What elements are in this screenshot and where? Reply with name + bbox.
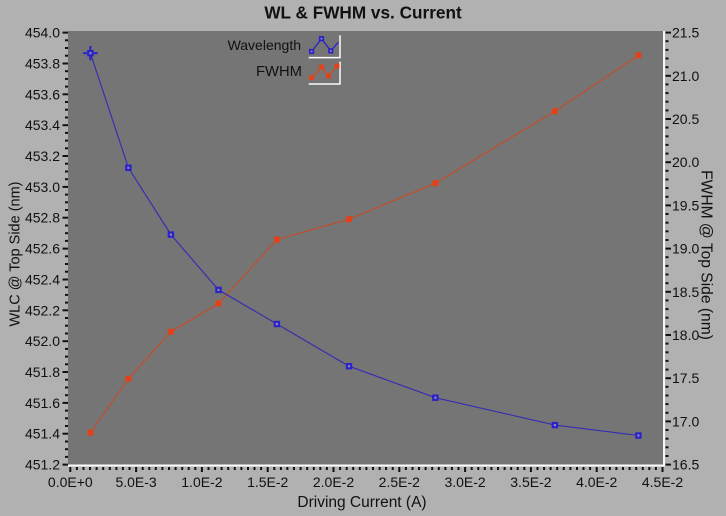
svg-text:451.2: 451.2 <box>25 457 60 473</box>
svg-text:21.0: 21.0 <box>672 68 699 84</box>
svg-text:FWHM @ Top Side (nm): FWHM @ Top Side (nm) <box>698 170 715 340</box>
svg-text:19.0: 19.0 <box>672 241 699 257</box>
svg-text:451.6: 451.6 <box>25 395 60 411</box>
svg-text:453.8: 453.8 <box>25 56 60 72</box>
svg-text:Driving Current (A): Driving Current (A) <box>297 494 426 511</box>
svg-text:FWHM: FWHM <box>256 64 302 80</box>
svg-text:452.4: 452.4 <box>25 272 60 288</box>
svg-text:454.0: 454.0 <box>25 25 60 41</box>
svg-text:2.5E-2: 2.5E-2 <box>379 474 420 490</box>
svg-text:16.5: 16.5 <box>672 457 699 473</box>
svg-text:2.0E-2: 2.0E-2 <box>313 474 354 490</box>
svg-text:WL & FWHM vs. Current: WL & FWHM vs. Current <box>264 3 462 23</box>
svg-text:5.0E-3: 5.0E-3 <box>115 474 156 490</box>
svg-text:4.5E-2: 4.5E-2 <box>642 474 683 490</box>
svg-text:17.0: 17.0 <box>672 413 699 429</box>
svg-text:18.5: 18.5 <box>672 284 699 300</box>
svg-text:452.8: 452.8 <box>25 210 60 226</box>
svg-text:453.4: 453.4 <box>25 117 60 133</box>
svg-text:3.5E-2: 3.5E-2 <box>510 474 551 490</box>
svg-text:1.5E-2: 1.5E-2 <box>247 474 288 490</box>
svg-text:452.6: 452.6 <box>25 241 60 257</box>
svg-text:21.5: 21.5 <box>672 25 699 41</box>
svg-text:1.0E-2: 1.0E-2 <box>181 474 222 490</box>
svg-text:20.5: 20.5 <box>672 111 699 127</box>
svg-text:453.6: 453.6 <box>25 86 60 102</box>
svg-text:451.8: 451.8 <box>25 364 60 380</box>
svg-text:453.0: 453.0 <box>25 179 60 195</box>
svg-text:451.4: 451.4 <box>25 426 60 442</box>
svg-text:0.0E+0: 0.0E+0 <box>48 474 93 490</box>
svg-text:4.0E-2: 4.0E-2 <box>576 474 617 490</box>
svg-text:18.0: 18.0 <box>672 327 699 343</box>
svg-text:17.5: 17.5 <box>672 370 699 386</box>
svg-text:3.0E-2: 3.0E-2 <box>444 474 485 490</box>
svg-text:452.2: 452.2 <box>25 302 60 318</box>
svg-text:453.2: 453.2 <box>25 148 60 164</box>
svg-text:WLC @ Top Side (nm): WLC @ Top Side (nm) <box>8 182 24 327</box>
svg-text:20.0: 20.0 <box>672 154 699 170</box>
svg-text:Wavelength: Wavelength <box>228 37 301 53</box>
svg-text:452.0: 452.0 <box>25 333 60 349</box>
svg-text:19.5: 19.5 <box>672 197 699 213</box>
